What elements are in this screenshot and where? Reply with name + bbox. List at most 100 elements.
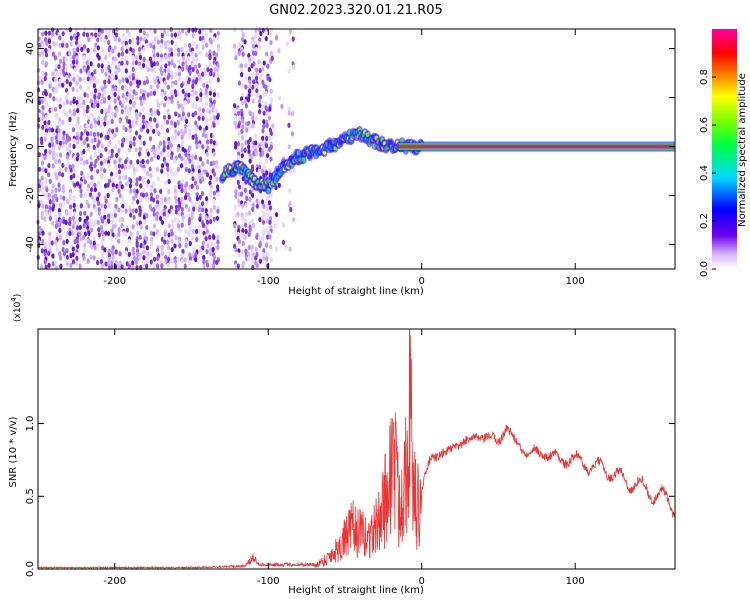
spectrogram-cell	[47, 47, 51, 54]
spectrogram-cell	[166, 74, 170, 80]
spectrogram-cell	[113, 86, 118, 92]
spectrogram-cell	[157, 130, 161, 137]
spectrogram-cell	[89, 61, 93, 67]
spectrogram-cell	[257, 59, 261, 65]
spectrogram-cell	[149, 230, 154, 236]
spectrogram-cell	[99, 160, 104, 166]
spectrogram-cell	[216, 71, 220, 78]
spectrogram-cell	[71, 251, 75, 258]
spectrogram-cell	[216, 208, 220, 214]
spectrogram-cell	[44, 168, 48, 174]
spectrogram-cell	[188, 255, 193, 262]
spectrogram-cell	[54, 88, 58, 94]
spectrogram-cell	[113, 45, 117, 51]
spectrogram-cell	[160, 28, 164, 34]
spectrogram-cell	[191, 228, 196, 234]
spectrogram-cell	[89, 75, 93, 81]
spectrogram-cell	[68, 216, 72, 222]
spectrogram-cell	[292, 217, 296, 223]
spectrogram-cell	[106, 192, 110, 199]
spectrogram-cell	[248, 124, 252, 130]
spectrogram-cell	[96, 242, 100, 248]
spectrogram-cell	[183, 128, 187, 134]
spectrogram-cell	[234, 193, 238, 199]
spectrogram-cell	[191, 50, 195, 56]
spectrogram-cell	[262, 203, 266, 209]
spectrogram-cell	[266, 263, 270, 269]
spectrogram-cell	[184, 151, 188, 158]
spectrogram-cell	[181, 28, 185, 34]
spectrogram-cell	[244, 228, 248, 234]
spectrogram-cell	[43, 216, 47, 222]
spectrogram-cell	[149, 252, 153, 258]
spectrogram-cell	[180, 258, 185, 264]
spectrogram-cell	[135, 188, 139, 195]
spectrogram-cell	[131, 66, 135, 72]
spectrogram-cell	[240, 203, 245, 209]
snr-ytick-label: 0.5	[25, 488, 36, 504]
spectrogram-cell	[265, 170, 269, 176]
spectrogram-cell	[194, 126, 198, 132]
spectrogram-cell	[66, 199, 70, 205]
spectrogram-cell	[146, 151, 150, 157]
spectrogram-cell	[69, 262, 73, 268]
spectrogram-cell	[216, 119, 220, 126]
spectrogram-cell	[209, 116, 213, 122]
spectrogram-cell	[59, 194, 63, 200]
spectrogram-cell	[97, 180, 101, 186]
spectrogram-cell	[121, 138, 125, 144]
spectrogram-cell	[251, 71, 255, 77]
spectrogram-cell	[162, 215, 166, 222]
spectrogram-cell	[261, 128, 265, 134]
spectrogram-cell	[244, 211, 249, 217]
spectrogram-cell	[92, 83, 96, 89]
spectrogram-cell	[53, 260, 58, 266]
spectrogram-cell	[215, 108, 219, 114]
spectrogram-cell	[190, 183, 194, 189]
colorbar-tick-label: 0.0	[699, 261, 710, 277]
spectrogram-cell	[44, 62, 48, 68]
spectrogram-cell	[258, 258, 263, 264]
spectrogram-cell	[160, 70, 164, 77]
spectrogram-cell	[234, 124, 239, 130]
spectrogram-cell	[86, 143, 90, 149]
spectrogram-cell	[78, 76, 82, 83]
spectrogram-ytick-label: 0	[25, 143, 36, 149]
spectrogram-cell	[266, 63, 270, 69]
spectrogram-cell	[139, 123, 143, 129]
spectrogram-cell	[248, 220, 252, 227]
spectrogram-cell	[72, 211, 77, 217]
spectrogram-cell	[260, 168, 265, 174]
spectrogram-cell	[71, 259, 76, 265]
spectrogram-cell	[92, 144, 96, 150]
spectrogram-cell	[69, 100, 73, 106]
spectrogram-cell	[100, 174, 104, 180]
spectrogram-cell	[167, 68, 171, 75]
spectrogram-cell	[245, 127, 249, 133]
spectrogram-cell	[120, 109, 124, 115]
spectrogram-cell	[257, 109, 262, 115]
spectrogram-cell	[202, 67, 206, 73]
spectrogram-cell	[254, 33, 258, 39]
spectrogram-cell	[80, 141, 84, 147]
spectrogram-cell	[195, 69, 200, 75]
spectrogram-cell	[241, 83, 245, 89]
spectrogram-cell	[62, 63, 66, 70]
spectrogram-cell	[82, 76, 86, 83]
spectrogram-cell	[184, 50, 189, 56]
spectrogram-cell	[86, 93, 90, 99]
spectrogram-cell	[45, 124, 49, 130]
spectrogram-cell	[44, 131, 48, 138]
spectrogram-cell	[120, 60, 124, 66]
spectrogram-cell	[234, 175, 238, 181]
spectrogram-cell	[240, 232, 244, 238]
spectrogram-cell	[155, 123, 159, 129]
spectrogram-cell	[58, 98, 62, 104]
spectrogram-cell	[108, 178, 112, 184]
spectrogram-cell	[44, 204, 49, 210]
spectrogram-cell	[100, 143, 104, 149]
spectrogram-signal	[365, 132, 370, 138]
spectrogram-cell	[59, 152, 63, 158]
spectrogram-cell	[160, 124, 164, 130]
spectrogram-cell	[61, 135, 66, 141]
